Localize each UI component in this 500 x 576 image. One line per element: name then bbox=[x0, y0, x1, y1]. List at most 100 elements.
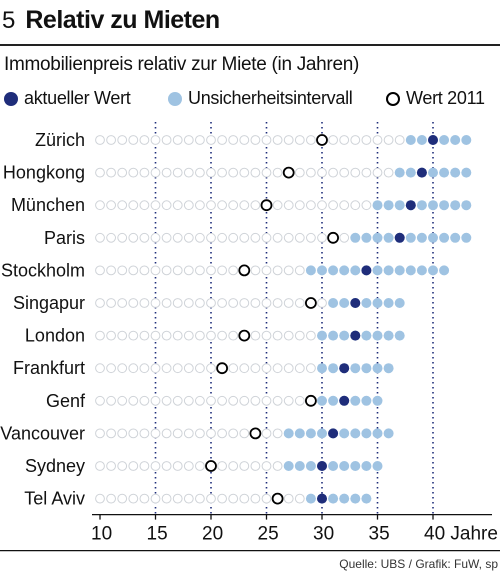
track-dot bbox=[195, 298, 205, 308]
legend-dot-2011 bbox=[386, 91, 400, 106]
interval-dot bbox=[361, 395, 372, 406]
track-dot bbox=[261, 330, 272, 341]
track-dot bbox=[106, 135, 116, 145]
row-label: Stockholm bbox=[1, 260, 85, 280]
current-value-dot bbox=[394, 232, 405, 243]
track-dot bbox=[95, 461, 105, 471]
track-dot bbox=[95, 330, 105, 341]
track-dot bbox=[217, 232, 228, 243]
track-dot bbox=[161, 200, 172, 211]
legend-item-interval: Unsicherheitsintervall bbox=[168, 88, 353, 109]
track-dot bbox=[339, 135, 350, 145]
track-dot bbox=[139, 493, 150, 504]
track-dot bbox=[239, 493, 250, 504]
track-dot bbox=[161, 330, 172, 341]
track-dot bbox=[261, 135, 272, 145]
interval-dot bbox=[416, 200, 427, 211]
track-dot bbox=[139, 232, 150, 243]
track-dot bbox=[106, 232, 116, 243]
track-dot bbox=[150, 298, 161, 308]
track-dot bbox=[183, 363, 194, 374]
track-dot bbox=[106, 461, 116, 471]
interval-dot bbox=[339, 461, 350, 471]
value-2011-dot bbox=[216, 362, 229, 375]
track-dot bbox=[183, 200, 194, 211]
track-dot bbox=[117, 330, 128, 341]
track-dot bbox=[139, 330, 150, 341]
current-value-dot bbox=[328, 428, 339, 439]
track-dot bbox=[350, 167, 361, 178]
track-dot bbox=[228, 330, 239, 341]
track-dot bbox=[261, 298, 272, 308]
track-dot bbox=[239, 200, 250, 211]
interval-dot bbox=[350, 232, 361, 243]
interval-dot bbox=[361, 232, 372, 243]
value-2011-dot bbox=[304, 394, 317, 407]
interval-dot bbox=[372, 428, 383, 439]
track-dot bbox=[206, 135, 216, 145]
track-dot bbox=[294, 493, 305, 504]
interval-dot bbox=[328, 363, 339, 374]
track-dot bbox=[317, 167, 327, 178]
track-dot bbox=[294, 298, 305, 308]
track-dot bbox=[161, 135, 172, 145]
track-dot bbox=[261, 395, 272, 406]
interval-dot bbox=[394, 265, 405, 276]
track-dot bbox=[272, 330, 283, 341]
track-dot bbox=[95, 135, 105, 145]
track-dot bbox=[239, 395, 250, 406]
track-dot bbox=[294, 395, 305, 406]
track-dot bbox=[161, 265, 172, 276]
track-dot bbox=[228, 167, 239, 178]
interval-dot bbox=[383, 363, 394, 374]
track-dot bbox=[117, 200, 128, 211]
track-dot bbox=[183, 493, 194, 504]
track-dot bbox=[172, 395, 183, 406]
source-note: Quelle: UBS / Grafik: FuW, sp bbox=[339, 557, 498, 571]
track-dot bbox=[317, 232, 327, 243]
interval-dot bbox=[372, 265, 383, 276]
interval-dot bbox=[372, 330, 383, 341]
x-tick-label: 35 bbox=[369, 524, 390, 545]
track-dot bbox=[150, 265, 161, 276]
track-dot bbox=[117, 167, 128, 178]
track-dot bbox=[294, 135, 305, 145]
interval-dot bbox=[305, 428, 316, 439]
track-dot bbox=[161, 493, 172, 504]
interval-dot bbox=[350, 395, 361, 406]
track-dot bbox=[383, 135, 394, 145]
track-dot bbox=[228, 232, 239, 243]
track-dot bbox=[106, 363, 116, 374]
track-dot bbox=[172, 200, 183, 211]
track-dot bbox=[239, 461, 250, 471]
track-dot bbox=[172, 232, 183, 243]
track-dot bbox=[172, 167, 183, 178]
track-dot bbox=[217, 135, 228, 145]
track-dot bbox=[328, 200, 339, 211]
track-dot bbox=[250, 461, 261, 471]
x-tick-label: 25 bbox=[258, 524, 279, 545]
x-tick-label: 20 bbox=[202, 524, 223, 545]
track-dot bbox=[150, 167, 161, 178]
track-dot bbox=[261, 265, 272, 276]
current-value-dot bbox=[350, 298, 361, 308]
chart-title: Relativ zu Mieten bbox=[25, 6, 220, 34]
chart-header: 5 Relativ zu Mieten bbox=[0, 6, 220, 40]
track-dot bbox=[250, 395, 261, 406]
track-dot bbox=[217, 298, 228, 308]
track-dot bbox=[283, 363, 294, 374]
track-dot bbox=[339, 232, 350, 243]
track-dot bbox=[117, 428, 128, 439]
track-dot bbox=[206, 298, 216, 308]
interval-dot bbox=[350, 363, 361, 374]
interval-dot bbox=[328, 298, 339, 308]
track-dot bbox=[283, 135, 294, 145]
track-dot bbox=[106, 330, 116, 341]
track-dot bbox=[117, 135, 128, 145]
track-dot bbox=[206, 363, 216, 374]
interval-dot bbox=[328, 330, 339, 341]
interval-dot bbox=[328, 395, 339, 406]
interval-dot bbox=[328, 265, 339, 276]
track-dot bbox=[139, 135, 150, 145]
